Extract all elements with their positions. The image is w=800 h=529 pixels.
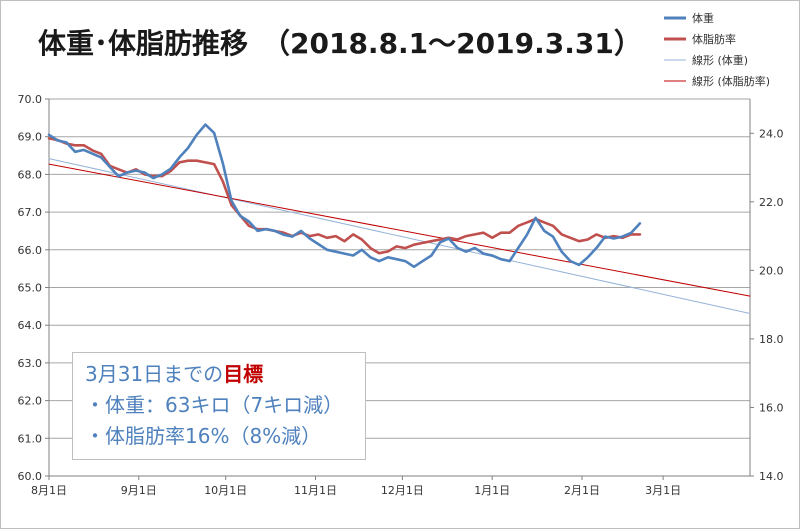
right-tick-label: 22.0: [759, 196, 784, 209]
left-tick-label: 60.0: [18, 470, 43, 483]
left-tick-label: 66.0: [18, 244, 43, 257]
x-tick-label: 9月1日: [121, 484, 157, 497]
axes: [48, 99, 751, 480]
legend-label: 線形 (体脂肪率): [692, 74, 770, 88]
right-tick-label: 14.0: [759, 470, 784, 483]
x-tick-label: 11月1日: [294, 484, 337, 497]
chart-title: 体重･体脂肪推移 （2018.8.1～2019.3.31）: [38, 27, 642, 60]
left-tick-label: 70.0: [18, 93, 43, 106]
right-tick-label: 24.0: [759, 127, 784, 140]
left-tick-label: 63.0: [18, 357, 43, 370]
right-tick-label: 20.0: [759, 264, 784, 277]
left-tick-label: 62.0: [18, 395, 43, 408]
left-tick-label: 69.0: [18, 131, 43, 144]
right-tick-label: 16.0: [759, 401, 784, 414]
right-tick-label: 18.0: [759, 333, 784, 346]
left-tick-label: 68.0: [18, 168, 43, 181]
x-tick-label: 3月1日: [645, 484, 681, 497]
goal-heading-prefix: 3月31日までの: [85, 362, 224, 386]
left-tick-label: 67.0: [18, 206, 43, 219]
series-lines: [47, 123, 751, 314]
x-axis-tick-labels: 8月1日 9月1日 10月1日 11月1日 12月1日 1月1日 2月1日 3月1日: [31, 484, 681, 497]
left-tick-label: 64.0: [18, 319, 43, 332]
legend-label: 体重: [692, 11, 714, 25]
x-tick-label: 12月1日: [381, 484, 424, 497]
x-tick-label: 1月1日: [474, 484, 510, 497]
goal-body-fat: ・体脂肪率16%（8%減）: [85, 424, 322, 448]
left-tick-label: 65.0: [18, 282, 43, 295]
series-line-0: [47, 123, 642, 269]
left-axis-tick-labels: 60.0 61.0 62.0 63.0 64.0 65.0 66.0 67.0 68.0 69.0…: [18, 93, 43, 483]
series-line-2: [48, 158, 751, 314]
goal-heading-highlight: 目標: [223, 362, 264, 386]
series-line-3: [48, 163, 751, 297]
right-axis-tick-labels: 14.0 16.0 18.0 20.0 22.0 24.0: [759, 127, 784, 483]
legend-label: 体脂肪率: [692, 32, 736, 46]
x-tick-label: 8月1日: [31, 484, 67, 497]
x-tick-label: 2月1日: [564, 484, 600, 497]
goal-heading: 3月31日までの目標: [85, 359, 365, 390]
legend-label: 線形 (体重): [692, 53, 748, 67]
goal-weight: ・体重：63キロ（7キロ減）: [85, 393, 344, 417]
x-tick-label: 10月1日: [204, 484, 247, 497]
goal-box: 3月31日までの目標 ・体重：63キロ（7キロ減） ・体脂肪率16%（8%減）: [72, 352, 366, 460]
left-tick-label: 61.0: [18, 432, 43, 445]
